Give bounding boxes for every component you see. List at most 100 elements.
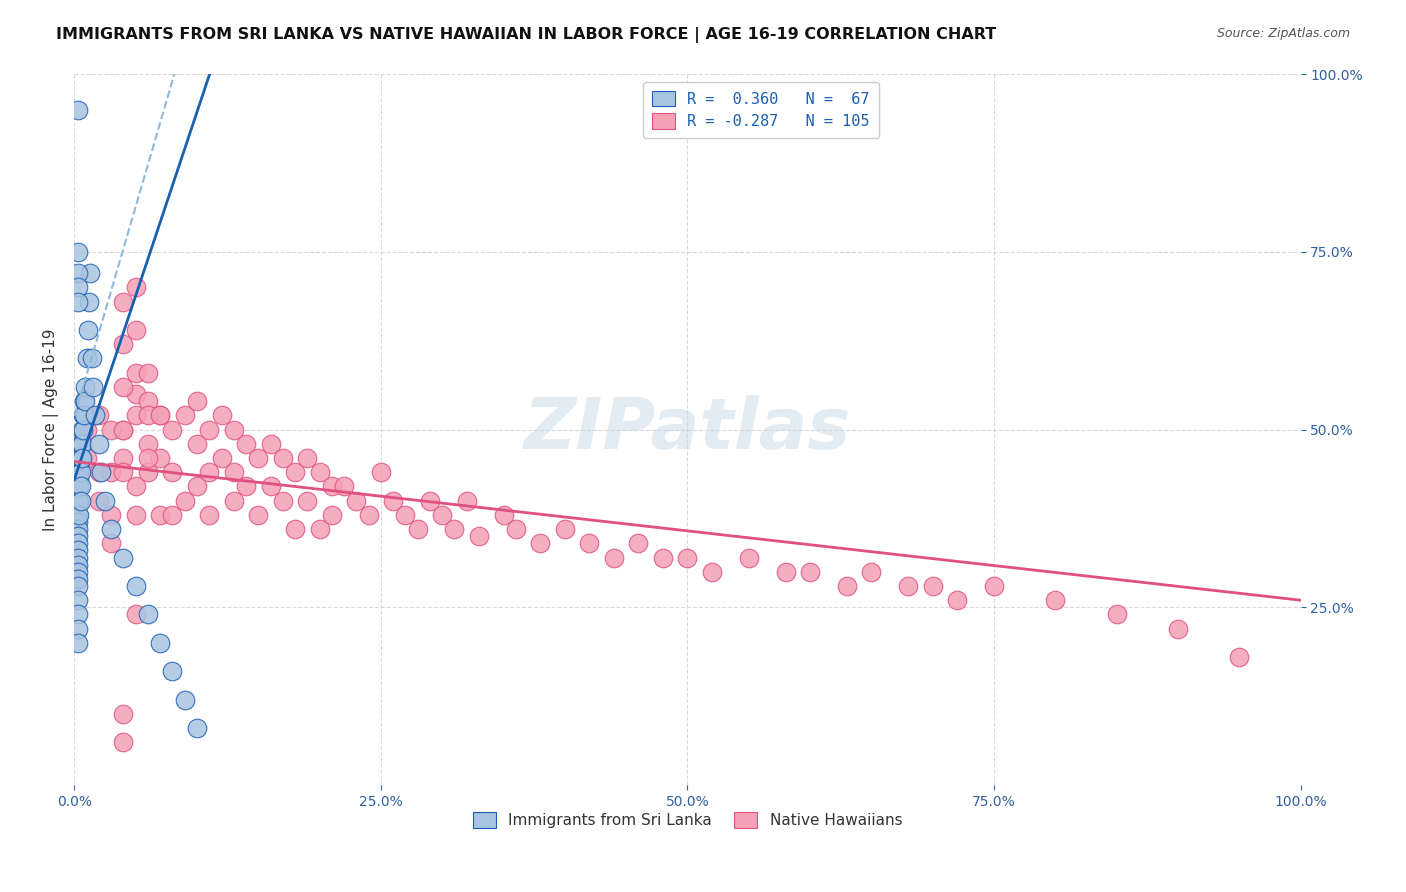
Point bbox=[222, 423, 245, 437]
Point bbox=[77, 323, 100, 337]
Point bbox=[67, 622, 90, 636]
Point bbox=[125, 479, 148, 493]
Point bbox=[80, 351, 103, 366]
Point bbox=[69, 479, 91, 493]
Point bbox=[67, 266, 90, 280]
Point bbox=[284, 522, 307, 536]
Point bbox=[67, 465, 90, 479]
Point bbox=[983, 579, 1005, 593]
Point bbox=[112, 423, 135, 437]
Point bbox=[67, 280, 90, 294]
Point bbox=[125, 508, 148, 522]
Point bbox=[125, 323, 148, 337]
Point bbox=[211, 409, 233, 423]
Point bbox=[198, 508, 221, 522]
Point bbox=[259, 437, 281, 451]
Point bbox=[136, 465, 159, 479]
Point bbox=[112, 450, 135, 465]
Point bbox=[67, 493, 90, 508]
Point bbox=[112, 337, 135, 351]
Point bbox=[344, 493, 367, 508]
Point bbox=[136, 607, 159, 622]
Point bbox=[554, 522, 576, 536]
Point bbox=[125, 387, 148, 401]
Point bbox=[75, 394, 97, 409]
Point bbox=[76, 423, 98, 437]
Point bbox=[72, 409, 94, 423]
Point bbox=[69, 493, 91, 508]
Point bbox=[67, 458, 90, 472]
Y-axis label: In Labor Force | Age 16-19: In Labor Force | Age 16-19 bbox=[44, 328, 59, 531]
Point bbox=[94, 493, 117, 508]
Point bbox=[100, 423, 122, 437]
Point bbox=[676, 550, 699, 565]
Point bbox=[897, 579, 920, 593]
Point bbox=[67, 465, 90, 479]
Point bbox=[738, 550, 761, 565]
Point bbox=[162, 508, 184, 522]
Point bbox=[136, 409, 159, 423]
Point bbox=[297, 450, 319, 465]
Point bbox=[835, 579, 858, 593]
Point bbox=[652, 550, 675, 565]
Point bbox=[67, 508, 90, 522]
Point bbox=[67, 529, 90, 543]
Point bbox=[67, 465, 90, 479]
Point bbox=[112, 550, 135, 565]
Point bbox=[394, 508, 416, 522]
Point bbox=[84, 409, 107, 423]
Point bbox=[456, 493, 478, 508]
Point bbox=[308, 522, 330, 536]
Point bbox=[125, 579, 148, 593]
Point bbox=[284, 465, 307, 479]
Point bbox=[70, 450, 93, 465]
Point bbox=[198, 423, 221, 437]
Point bbox=[259, 479, 281, 493]
Point bbox=[247, 450, 270, 465]
Point bbox=[67, 493, 90, 508]
Point bbox=[297, 493, 319, 508]
Point bbox=[136, 450, 159, 465]
Point bbox=[67, 558, 90, 572]
Point bbox=[125, 409, 148, 423]
Point bbox=[125, 280, 148, 294]
Point bbox=[67, 103, 90, 117]
Point bbox=[382, 493, 405, 508]
Point bbox=[72, 423, 94, 437]
Point bbox=[87, 493, 110, 508]
Point bbox=[173, 692, 195, 706]
Point bbox=[67, 572, 90, 586]
Point bbox=[211, 450, 233, 465]
Point bbox=[321, 479, 343, 493]
Point bbox=[67, 565, 90, 579]
Point bbox=[578, 536, 600, 550]
Point bbox=[419, 493, 441, 508]
Point bbox=[100, 536, 122, 550]
Point bbox=[799, 565, 821, 579]
Point bbox=[443, 522, 465, 536]
Point bbox=[100, 465, 122, 479]
Point bbox=[87, 437, 110, 451]
Point bbox=[100, 522, 122, 536]
Point bbox=[67, 437, 90, 451]
Point bbox=[321, 508, 343, 522]
Text: ZIPatlas: ZIPatlas bbox=[524, 395, 851, 464]
Point bbox=[67, 479, 90, 493]
Point bbox=[149, 636, 172, 650]
Point bbox=[67, 465, 90, 479]
Point bbox=[271, 450, 294, 465]
Point bbox=[112, 465, 135, 479]
Point bbox=[1045, 593, 1067, 607]
Point bbox=[198, 465, 221, 479]
Point bbox=[67, 450, 90, 465]
Point bbox=[271, 493, 294, 508]
Point bbox=[162, 665, 184, 679]
Point bbox=[222, 465, 245, 479]
Point bbox=[946, 593, 969, 607]
Point bbox=[921, 579, 943, 593]
Point bbox=[69, 450, 91, 465]
Point bbox=[235, 437, 257, 451]
Point bbox=[73, 394, 96, 409]
Point bbox=[370, 465, 392, 479]
Point bbox=[69, 437, 91, 451]
